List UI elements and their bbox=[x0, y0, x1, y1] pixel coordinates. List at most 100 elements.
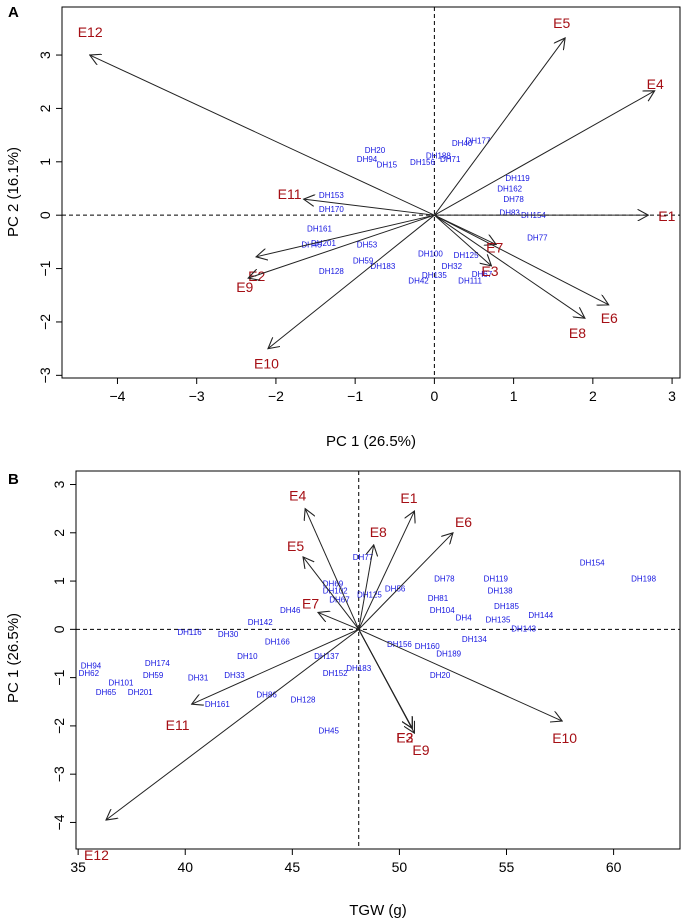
environment-label-e6: E6 bbox=[455, 514, 472, 530]
genotype-label: DH162 bbox=[497, 184, 522, 193]
genotype-label: DH170 bbox=[319, 205, 344, 214]
environment-vector-e7 bbox=[318, 612, 359, 630]
environment-label-e10: E10 bbox=[254, 356, 279, 372]
y-tick-label: 0 bbox=[51, 625, 67, 633]
genotype-label: DH166 bbox=[265, 637, 290, 646]
genotype-label: DH119 bbox=[484, 575, 509, 584]
genotype-label: DH111 bbox=[458, 276, 482, 285]
x-tick-label: 3 bbox=[668, 388, 676, 404]
genotype-label: DH77 bbox=[353, 553, 374, 562]
environment-label-e8: E8 bbox=[370, 524, 387, 540]
genotype-label: DH67 bbox=[329, 595, 350, 604]
genotype-label: DH128 bbox=[291, 695, 316, 704]
genotype-label: DH40 bbox=[452, 139, 473, 148]
environment-vector-e6 bbox=[358, 533, 453, 630]
genotype-label: DH102 bbox=[323, 587, 348, 596]
environment-vector-e11 bbox=[192, 628, 359, 704]
y-tick-label: −1 bbox=[51, 669, 67, 685]
y-tick-label: 1 bbox=[51, 577, 67, 585]
x-tick-label: 0 bbox=[430, 388, 438, 404]
y-tick-label: 0 bbox=[37, 211, 53, 219]
x-tick-label: 2 bbox=[589, 388, 597, 404]
environment-vector-e1 bbox=[358, 511, 415, 630]
genotype-label: DH56 bbox=[385, 584, 406, 593]
y-tick-label: −1 bbox=[37, 260, 53, 276]
panel-label-a: A bbox=[8, 4, 19, 21]
genotype-label: DH138 bbox=[488, 587, 513, 596]
genotype-label: DH174 bbox=[145, 659, 170, 668]
y-tick-label: 3 bbox=[37, 51, 53, 59]
genotype-label: DH177 bbox=[466, 136, 491, 145]
genotype-label: DH128 bbox=[319, 267, 344, 276]
genotype-label: DH78 bbox=[434, 575, 455, 584]
environment-vector-e2 bbox=[256, 214, 435, 257]
y-tick-label: −3 bbox=[37, 367, 53, 383]
y-axis-label-a: PC 2 (16.1%) bbox=[5, 147, 22, 237]
environment-label-e9: E9 bbox=[412, 742, 429, 758]
environment-vector-e4 bbox=[434, 91, 654, 216]
genotype-label: DH10 bbox=[237, 652, 258, 661]
genotype-label: DH125 bbox=[357, 591, 382, 600]
environment-vector-e11 bbox=[304, 199, 435, 216]
x-axis-label-b: TGW (g) bbox=[349, 902, 407, 919]
x-tick-label: 40 bbox=[177, 859, 193, 875]
environment-label-e7: E7 bbox=[302, 595, 319, 611]
genotype-label: DH201 bbox=[128, 688, 153, 697]
x-tick-label: 50 bbox=[392, 859, 408, 875]
environment-label-e4: E4 bbox=[289, 488, 306, 504]
x-tick-label: 55 bbox=[499, 859, 515, 875]
environment-label-e1: E1 bbox=[658, 208, 675, 224]
genotype-label: DH33 bbox=[224, 671, 245, 680]
environment-label-e7: E7 bbox=[486, 240, 503, 256]
environment-label-e8: E8 bbox=[569, 325, 586, 341]
environment-label-e1: E1 bbox=[400, 490, 417, 506]
genotype-label: DH86 bbox=[256, 691, 277, 700]
genotype-label: DH15 bbox=[377, 160, 398, 169]
x-tick-label: 35 bbox=[70, 859, 86, 875]
genotype-label: DH116 bbox=[177, 628, 202, 637]
genotype-label: DH156 bbox=[410, 158, 435, 167]
genotype-label: DH53 bbox=[357, 241, 378, 250]
environment-label-e11: E11 bbox=[166, 717, 190, 733]
x-tick-label: −4 bbox=[109, 388, 125, 404]
y-tick-label: 2 bbox=[37, 104, 53, 112]
genotype-label: DH185 bbox=[494, 602, 519, 611]
genotype-label: DH67 bbox=[472, 270, 493, 279]
y-tick-label: −3 bbox=[51, 766, 67, 782]
genotype-label: DH20 bbox=[430, 671, 451, 680]
environment-vector-e6 bbox=[434, 214, 608, 305]
genotype-label: DH20 bbox=[365, 146, 386, 155]
x-tick-label: 45 bbox=[285, 859, 301, 875]
genotype-label: DH135 bbox=[422, 271, 447, 280]
y-tick-label: 2 bbox=[51, 529, 67, 537]
genotype-label: DH78 bbox=[503, 195, 524, 204]
genotype-label: DH143 bbox=[511, 624, 536, 633]
genotype-label: DH135 bbox=[485, 616, 510, 625]
environment-label-e12: E12 bbox=[84, 847, 109, 863]
genotype-label: DH94 bbox=[81, 662, 102, 671]
genotype-label: DH154 bbox=[580, 559, 605, 568]
genotype-label: DH119 bbox=[505, 174, 530, 183]
genotype-label: DH125 bbox=[454, 251, 479, 260]
environment-vector-e8 bbox=[358, 545, 374, 630]
y-tick-label: −2 bbox=[37, 314, 53, 330]
environment-vector-e3 bbox=[434, 214, 491, 266]
genotype-label: DH189 bbox=[436, 649, 461, 658]
genotype-label: DH30 bbox=[218, 630, 239, 639]
x-tick-label: −1 bbox=[347, 388, 363, 404]
genotype-label: DH144 bbox=[528, 611, 553, 620]
genotype-label: DH4 bbox=[456, 613, 473, 622]
genotype-label: DH183 bbox=[346, 664, 371, 673]
environment-vector-e8 bbox=[434, 214, 585, 318]
environment-label-e10: E10 bbox=[552, 730, 577, 746]
genotype-label: DH81 bbox=[428, 594, 449, 603]
y-tick-label: 3 bbox=[51, 480, 67, 488]
environment-vector-e7 bbox=[434, 214, 496, 244]
genotype-label: DH104 bbox=[430, 606, 455, 615]
environment-label-e3: E3 bbox=[481, 263, 498, 279]
genotype-label: DH59 bbox=[353, 257, 374, 266]
environment-vector-e9 bbox=[248, 214, 435, 278]
panel-b-chart: 35 40 45 50 55 60 −4 −3 −2 −1 0 1 2 3 DH154 DH198 DH119… bbox=[5, 470, 681, 919]
